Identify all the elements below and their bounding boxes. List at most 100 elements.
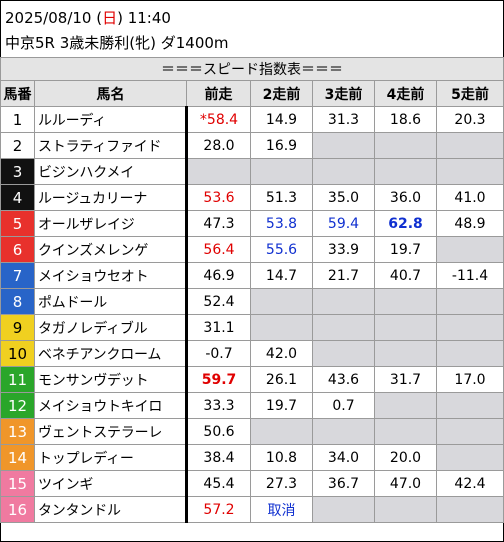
horse-number: 7 [0, 262, 35, 289]
speed-index-cell: 33.3 [186, 392, 251, 419]
speed-index-cell: 28.0 [186, 132, 251, 159]
table-row: 2 ストラティファイド 28.0 16.9 [0, 132, 504, 159]
speed-index-cell: -0.7 [186, 340, 251, 367]
table-row: 9 タガノレディブル 31.1 [0, 314, 504, 341]
speed-index-cell: 48.9 [435, 210, 504, 237]
table-row: 1 ルルーディ *58.4 14.9 31.3 18.6 20.3 [0, 106, 504, 133]
speed-index-cell: 42.4 [435, 470, 504, 497]
table-row: 14 トップレディー 38.4 10.8 34.0 20.0 [0, 444, 504, 471]
empty-index-cell [374, 496, 437, 523]
horse-number: 13 [0, 418, 35, 445]
speed-index-cell: 31.3 [312, 106, 375, 133]
speed-index-cell: 26.1 [250, 366, 313, 393]
speed-index-cell: 35.0 [312, 184, 375, 211]
horse-name: ベネチアンクローム [34, 340, 188, 367]
col-header-horse-name: 馬名 [34, 80, 187, 107]
col-header-2-races-ago: 2走前 [250, 80, 313, 107]
speed-index-cell: 41.0 [435, 184, 504, 211]
speed-index-cell: 56.4 [186, 236, 251, 263]
speed-index-cell: 33.9 [312, 236, 375, 263]
table-title-row: ＝＝＝スピード指数表＝＝＝ [0, 57, 504, 81]
speed-index-cell: 20.0 [374, 444, 437, 471]
empty-index-cell [374, 314, 437, 341]
col-header-last-race: 前走 [186, 80, 251, 107]
speed-index-cell: 取消 [250, 496, 313, 523]
speed-index-cell: 46.9 [186, 262, 251, 289]
column-header-row: 馬番 馬名 前走 2走前 3走前 4走前 5走前 [0, 80, 504, 107]
speed-index-cell: *58.4 [186, 106, 251, 133]
horse-number: 5 [0, 210, 35, 237]
empty-index-cell [250, 314, 313, 341]
table-row: 5 オールザレイジ 47.3 53.8 59.4 62.8 48.9 [0, 210, 504, 237]
table-row: 3 ビジンハクメイ [0, 158, 504, 185]
horse-name: ポムドール [34, 288, 188, 315]
table-row: 16 タンタンドル 57.2 取消 [0, 496, 504, 523]
table-row: 11 モンサンヴデット 59.7 26.1 43.6 31.7 17.0 [0, 366, 504, 393]
speed-index-cell: 17.0 [435, 366, 504, 393]
empty-index-cell [435, 496, 504, 523]
speed-index-cell: 53.8 [250, 210, 313, 237]
table-row: 10 ベネチアンクローム -0.7 42.0 [0, 340, 504, 367]
speed-index-cell: 31.7 [374, 366, 437, 393]
empty-index-cell [435, 392, 504, 419]
speed-index-cell: 36.0 [374, 184, 437, 211]
speed-index-cell: 19.7 [250, 392, 313, 419]
empty-index-cell [435, 314, 504, 341]
speed-index-cell: 38.4 [186, 444, 251, 471]
speed-index-cell: 45.4 [186, 470, 251, 497]
table-row: 12 メイショウトキイロ 33.3 19.7 0.7 [0, 392, 504, 419]
empty-index-cell [312, 340, 375, 367]
horse-name: タガノレディブル [34, 314, 188, 341]
speed-index-cell: 50.6 [186, 418, 251, 445]
time-text: ) 11:40 [117, 9, 171, 27]
empty-index-cell [435, 236, 504, 263]
horse-name: メイショウトキイロ [34, 392, 188, 419]
race-datetime: 2025/08/10 (日) 11:40 [5, 7, 171, 28]
table-row: 13 ヴェントステラーレ 50.6 [0, 418, 504, 445]
speed-index-cell: 31.1 [186, 314, 251, 341]
horse-name: ヴェントステラーレ [34, 418, 188, 445]
horse-name: トップレディー [34, 444, 188, 471]
horse-number: 11 [0, 366, 35, 393]
speed-index-cell: 18.6 [374, 106, 437, 133]
horse-number: 4 [0, 184, 35, 211]
horse-name: ルージュカリーナ [34, 184, 188, 211]
empty-index-cell [250, 418, 313, 445]
table-body: ＝＝＝スピード指数表＝＝＝ 馬番 馬名 前走 2走前 3走前 4走前 5走前 1… [0, 57, 504, 523]
speed-index-cell: 55.6 [250, 236, 313, 263]
empty-index-cell [374, 418, 437, 445]
col-header-4-races-ago: 4走前 [374, 80, 437, 107]
empty-index-cell [312, 496, 375, 523]
horse-number: 8 [0, 288, 35, 315]
speed-index-cell: 57.2 [186, 496, 251, 523]
speed-index-cell: 27.3 [250, 470, 313, 497]
speed-index-cell: 16.9 [250, 132, 313, 159]
table-row: 4 ルージュカリーナ 53.6 51.3 35.0 36.0 41.0 [0, 184, 504, 211]
horse-number: 1 [0, 106, 35, 133]
speed-index-cell: 62.8 [374, 210, 437, 237]
horse-name: ストラティファイド [34, 132, 188, 159]
col-header-number: 馬番 [0, 80, 35, 107]
empty-index-cell [374, 132, 437, 159]
speed-index-cell: 21.7 [312, 262, 375, 289]
table-row: 15 ツインギ 45.4 27.3 36.7 47.0 42.4 [0, 470, 504, 497]
empty-index-cell [435, 340, 504, 367]
empty-index-cell [312, 418, 375, 445]
empty-index-cell [312, 314, 375, 341]
horse-number: 15 [0, 470, 35, 497]
speed-index-cell: 10.8 [250, 444, 313, 471]
empty-index-cell [374, 392, 437, 419]
speed-index-cell: 36.7 [312, 470, 375, 497]
empty-index-cell [186, 158, 251, 185]
speed-index-cell: 43.6 [312, 366, 375, 393]
empty-index-cell [435, 132, 504, 159]
speed-index-cell: 34.0 [312, 444, 375, 471]
speed-index-table: ＝＝＝スピード指数表＝＝＝ 馬番 馬名 前走 2走前 3走前 4走前 5走前 1… [0, 57, 504, 523]
horse-number: 16 [0, 496, 35, 523]
speed-index-cell: -11.4 [435, 262, 504, 289]
speed-index-cell: 52.4 [186, 288, 251, 315]
speed-index-cell: 47.3 [186, 210, 251, 237]
speed-index-cell: 14.7 [250, 262, 313, 289]
empty-index-cell [374, 158, 437, 185]
speed-index-cell: 40.7 [374, 262, 437, 289]
